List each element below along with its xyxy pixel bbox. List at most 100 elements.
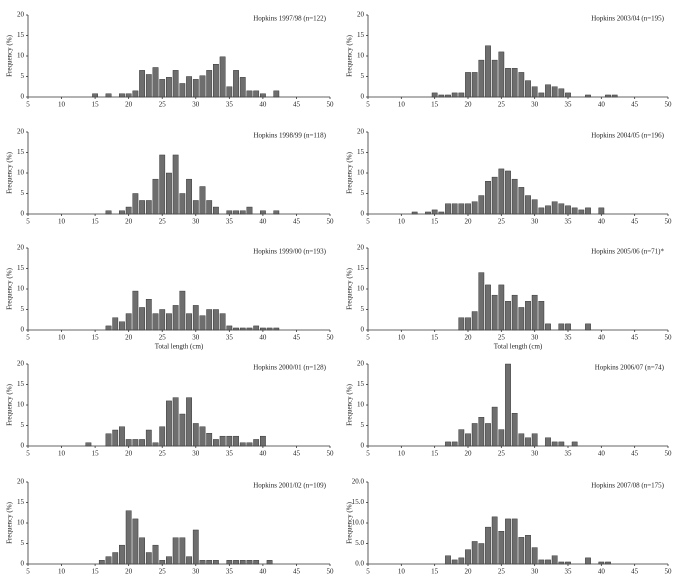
x-tick-label: 15 xyxy=(92,218,100,226)
x-tick-label: 25 xyxy=(498,568,506,576)
y-tick-label: 0 xyxy=(361,442,365,450)
bar xyxy=(438,211,445,215)
x-tick-label: 35 xyxy=(565,218,573,226)
x-tick-label: 30 xyxy=(531,218,539,226)
bar xyxy=(172,154,179,215)
bar xyxy=(119,210,125,215)
x-tick-label: 50 xyxy=(327,450,335,458)
bar xyxy=(145,429,152,447)
bar xyxy=(518,307,525,331)
x-tick-label: 15 xyxy=(431,101,439,109)
bar xyxy=(525,301,531,331)
x-tick-label: 35 xyxy=(226,101,234,109)
x-tick-label: 50 xyxy=(665,218,673,226)
x-tick-label: 45 xyxy=(293,218,301,226)
y-axis-label: Frequency (%) xyxy=(346,151,354,193)
bar xyxy=(538,207,545,215)
bar xyxy=(545,323,551,331)
bar xyxy=(498,429,505,447)
bar xyxy=(145,552,152,565)
bar xyxy=(451,203,458,215)
y-tick-label: 15 xyxy=(357,264,365,272)
bar xyxy=(219,435,226,447)
x-tick-label: 35 xyxy=(226,568,234,576)
x-tick-label: 40 xyxy=(259,334,267,342)
bar xyxy=(199,315,206,331)
bar xyxy=(565,205,571,215)
bar xyxy=(458,203,465,215)
bar xyxy=(465,203,471,215)
bar xyxy=(132,90,139,98)
x-tick-label: 40 xyxy=(598,101,606,109)
bar xyxy=(139,200,145,215)
bar xyxy=(112,317,119,331)
x-tick-label: 10 xyxy=(398,101,406,109)
y-tick-label: 15 xyxy=(357,148,365,156)
bar xyxy=(139,537,145,565)
x-tick-label: 5 xyxy=(26,218,30,226)
bar xyxy=(159,79,166,98)
panel-title: Hopkins 2007/08 (n=175) xyxy=(591,482,664,490)
x-tick-label: 45 xyxy=(631,334,639,342)
y-tick-label: 10 xyxy=(17,401,25,409)
bar xyxy=(145,74,152,98)
bar xyxy=(246,327,253,331)
bar xyxy=(233,70,239,98)
bar xyxy=(598,207,605,215)
x-tick-label: 20 xyxy=(465,568,473,576)
bar xyxy=(159,560,166,565)
bar xyxy=(125,206,132,215)
x-tick-label: 45 xyxy=(293,101,301,109)
bar xyxy=(166,556,172,565)
y-tick-label: 20 xyxy=(17,128,25,136)
x-tick-label: 5 xyxy=(26,568,30,576)
y-tick-label: 5.0 xyxy=(355,539,364,547)
bar xyxy=(159,154,166,215)
x-tick-label: 10 xyxy=(398,218,406,226)
bar xyxy=(199,186,206,215)
y-tick-label: 10 xyxy=(17,169,25,177)
bar xyxy=(206,560,213,565)
bar xyxy=(505,363,511,447)
bar xyxy=(525,535,531,565)
panel-title: Hopkins 1997/98 (n=122) xyxy=(253,15,326,23)
x-tick-label: 5 xyxy=(366,101,370,109)
bar xyxy=(458,557,465,565)
bar xyxy=(139,439,145,447)
x-tick-label: 15 xyxy=(431,450,439,458)
x-tick-label: 15 xyxy=(431,334,439,342)
bar xyxy=(172,397,179,447)
bar xyxy=(558,323,565,331)
bar xyxy=(179,537,186,565)
bar xyxy=(246,442,253,447)
y-tick-label: 20 xyxy=(17,478,25,486)
x-tick-label: 25 xyxy=(498,101,506,109)
bar xyxy=(152,544,159,565)
x-tick-label: 5 xyxy=(26,334,30,342)
bar xyxy=(545,84,551,98)
y-tick-label: 20 xyxy=(17,244,25,252)
bar xyxy=(505,68,511,98)
bar xyxy=(119,544,125,565)
bar xyxy=(585,94,591,98)
bar xyxy=(239,327,246,331)
y-tick-label: 0 xyxy=(21,326,25,334)
y-axis-label: Frequency (%) xyxy=(6,151,14,193)
bar xyxy=(105,93,112,98)
x-tick-label: 35 xyxy=(565,568,573,576)
bar xyxy=(213,206,219,215)
bar xyxy=(186,397,192,447)
bar xyxy=(152,442,159,447)
y-tick-label: 0 xyxy=(21,210,25,218)
bar xyxy=(605,94,611,98)
x-tick-label: 10 xyxy=(398,334,406,342)
x-tick-label: 35 xyxy=(226,334,234,342)
bar xyxy=(105,325,112,331)
bar xyxy=(538,92,545,98)
bar xyxy=(253,325,260,331)
bar xyxy=(505,170,511,215)
bar xyxy=(172,70,179,98)
bar xyxy=(85,442,92,447)
x-tick-label: 35 xyxy=(565,450,573,458)
